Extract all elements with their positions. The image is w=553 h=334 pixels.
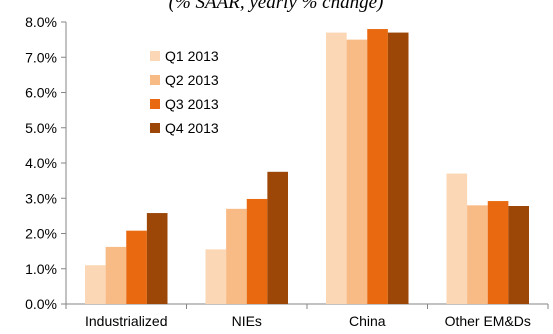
bar	[446, 173, 468, 304]
legend-swatch	[150, 51, 160, 61]
bar	[85, 265, 106, 304]
legend-label: Q4 2013	[165, 120, 219, 136]
legend-label: Q3 2013	[165, 96, 219, 112]
bar	[367, 29, 388, 305]
legend: Q1 2013 Q2 2013 Q3 2013 Q4 2013	[150, 48, 219, 136]
bar	[326, 32, 347, 304]
x-tick-label: NIEs	[232, 313, 262, 329]
bars	[85, 29, 529, 305]
y-tick-label: 6.0%	[25, 85, 57, 101]
bar	[226, 208, 247, 304]
y-tick-label: 7.0%	[25, 49, 57, 65]
y-tick-label: 1.0%	[25, 261, 57, 277]
y-tick-label: 3.0%	[25, 190, 57, 206]
bar	[146, 213, 168, 304]
y-tick-label: 8.0%	[25, 14, 57, 30]
bar	[508, 206, 529, 304]
y-tick-label: 4.0%	[25, 155, 57, 171]
legend-swatch	[150, 75, 160, 85]
y-tick-label: 2.0%	[25, 226, 57, 242]
x-tick-label: China	[349, 313, 386, 329]
x-axis: Industrialized NIEs China Other EM&Ds	[65, 303, 549, 329]
bar	[246, 198, 268, 304]
bar	[467, 205, 488, 304]
chart-title: (% SAAR, yearly % change)	[169, 0, 384, 13]
y-axis: 0.0% 1.0% 2.0% 3.0% 4.0% 5.0% 6.0% 7.0% 8.0%	[25, 14, 67, 312]
legend-label: Q1 2013	[165, 48, 219, 64]
legend-label: Q2 2013	[165, 72, 219, 88]
bar	[387, 32, 409, 304]
x-tick-label: Other EM&Ds	[445, 313, 531, 329]
y-tick-label: 0.0%	[25, 296, 57, 312]
bar	[346, 39, 368, 304]
legend-swatch	[150, 99, 160, 109]
bar	[205, 249, 227, 304]
bar	[487, 201, 509, 304]
legend-swatch	[150, 123, 160, 133]
bar	[126, 230, 147, 304]
x-tick-label: Industrialized	[85, 313, 168, 329]
y-tick-label: 5.0%	[25, 120, 57, 136]
bar	[267, 171, 288, 304]
bar	[105, 246, 127, 304]
